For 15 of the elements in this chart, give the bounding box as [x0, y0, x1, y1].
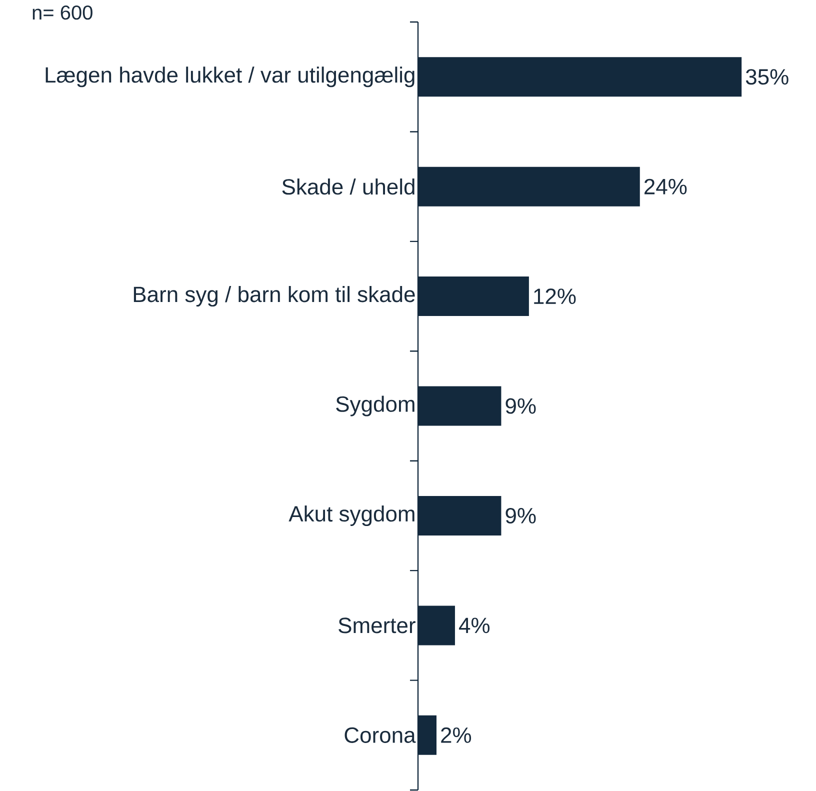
y-tick-label: Corona: [344, 727, 416, 743]
data-label: 35%: [746, 69, 788, 85]
data-label: 4%: [459, 618, 490, 634]
y-tick-label: Sygdom: [336, 396, 414, 416]
text: n= 600: [32, 6, 92, 20]
data-label: 24%: [644, 178, 687, 194]
y-tick-label: Lægen havde lukket / var utilgengælig: [46, 66, 414, 88]
data-label: 9%: [506, 398, 536, 414]
y-tick-label: Barn syg / barn kom til skade: [134, 286, 415, 307]
data-label: 2%: [441, 727, 472, 743]
y-tick-label: Akut sygdom: [288, 505, 414, 526]
y-tick-label: Skade / uheld: [282, 178, 414, 195]
data-label: 9%: [506, 508, 536, 524]
data-label: 12%: [534, 288, 576, 304]
y-tick-label: Smerter: [338, 618, 416, 634]
